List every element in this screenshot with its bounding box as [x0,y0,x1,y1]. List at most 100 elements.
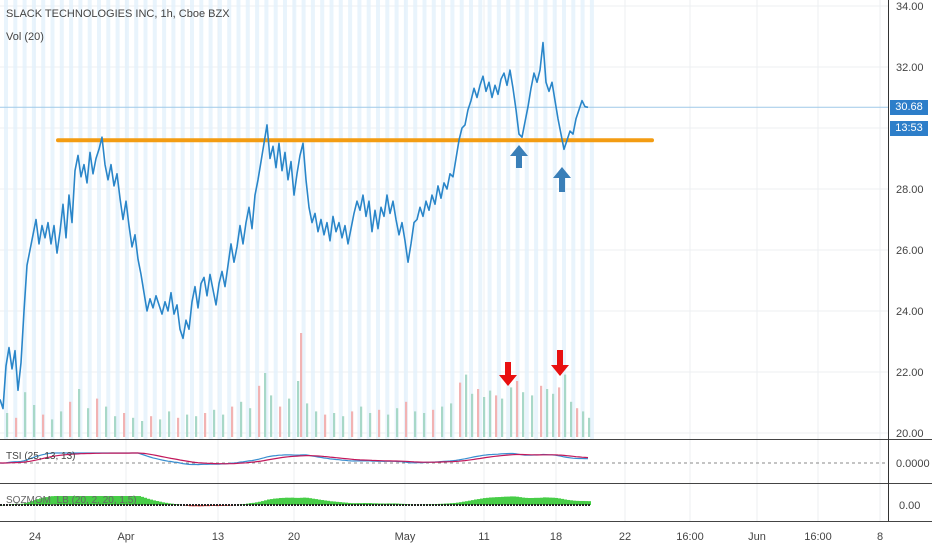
squeeze-dot [288,504,290,506]
y-tick-label: 26.00 [896,245,924,257]
squeeze-dot [513,504,515,506]
squeeze-bar [453,502,456,505]
squeeze-bar [66,496,69,505]
squeeze-dot [3,504,5,506]
squeeze-dot [495,504,497,506]
squeeze-dot [246,504,248,506]
squeeze-bar [156,501,159,505]
squeeze-bar [45,497,48,505]
squeeze-bar [471,500,474,505]
squeeze-dot [117,504,119,506]
squeeze-dot [582,504,584,506]
squeeze-dot [306,504,308,506]
squeeze-bar [81,496,84,505]
squeeze-dot [423,504,425,506]
squeeze-dot [573,504,575,506]
squeeze-dot [81,504,83,506]
volume-bar [69,401,72,437]
squeeze-bar [576,500,579,505]
squeeze-dot [318,504,320,506]
squeeze-dot [99,504,101,506]
squeeze-dot [54,504,56,506]
squeeze-bar [162,502,165,505]
volume-bar [306,403,309,437]
squeeze-dot [204,504,206,506]
volume-bar [522,392,525,437]
squeeze-dot [285,504,287,506]
squeeze-bar [276,498,279,505]
volume-bar [405,401,408,437]
volume-bar [105,406,108,437]
squeeze-bar [108,496,111,505]
squeeze-dot [78,504,80,506]
squeeze-dot [120,504,122,506]
squeeze-dot [129,504,131,506]
squeeze-dot [564,504,566,506]
squeeze-dot [462,504,464,506]
squeeze-dot [195,504,197,506]
volume-bar [552,393,555,437]
squeeze-bar [138,496,141,505]
squeeze-dot [171,504,173,506]
volume-bar [501,398,504,437]
squeeze-dot [228,504,230,506]
volume-bar [333,413,336,437]
squeeze-dot [588,504,590,506]
squeeze-bar [546,497,549,505]
squeeze-bar [39,498,42,505]
squeeze-dot [282,504,284,506]
squeeze-dot [363,504,365,506]
volume-bar [387,414,390,437]
volume-bar [495,395,498,437]
squeeze-bar [570,500,573,505]
squeeze-dot [456,504,458,506]
squeeze-bar [552,497,555,505]
squeeze-dot [207,504,209,506]
volume-bar [33,405,36,437]
squeeze-dot [267,504,269,506]
squeeze-bar [540,497,543,505]
squeeze-dot [399,504,401,506]
up-arrow-1 [510,145,528,168]
volume-bar [222,414,225,437]
squeeze-bar [144,497,147,505]
x-tick-label: 8 [877,531,883,543]
squeeze-bar [33,500,36,505]
down-arrow-2 [551,350,569,376]
squeeze-dot [426,504,428,506]
squeeze-bar [486,497,489,505]
squeeze-bar [324,500,327,505]
squeeze-dot [222,504,224,506]
squeeze-dot [435,504,437,506]
squeeze-dot [420,504,422,506]
squeeze-dot [159,504,161,506]
volume-legend: Vol (20) [6,31,44,43]
squeeze-bar [309,498,312,505]
up-arrow-2 [553,167,571,192]
squeeze-dot [483,504,485,506]
squeeze-dot [123,504,125,506]
volume-bar [471,393,474,437]
squeeze-dot [291,504,293,506]
squeeze-dot [459,504,461,506]
y-tick-label: 22.00 [896,367,924,379]
squeeze-bar [363,502,366,505]
squeeze-bar [135,496,138,505]
squeeze-bar [330,501,333,505]
squeeze-dot [447,504,449,506]
volume-bar [540,385,543,437]
squeeze-bar [165,502,168,505]
x-tick-label: 20 [288,531,300,543]
squeeze-dot [384,504,386,506]
volume-bar [510,387,513,437]
x-tick-label: Jun [748,531,766,543]
squeeze-dot [297,504,299,506]
squeeze-dot [39,504,41,506]
squeeze-dot [534,504,536,506]
squeeze-bar [318,499,321,505]
down-arrow-1 [499,362,517,386]
volume-bar [414,411,417,437]
squeeze-bar [339,502,342,505]
